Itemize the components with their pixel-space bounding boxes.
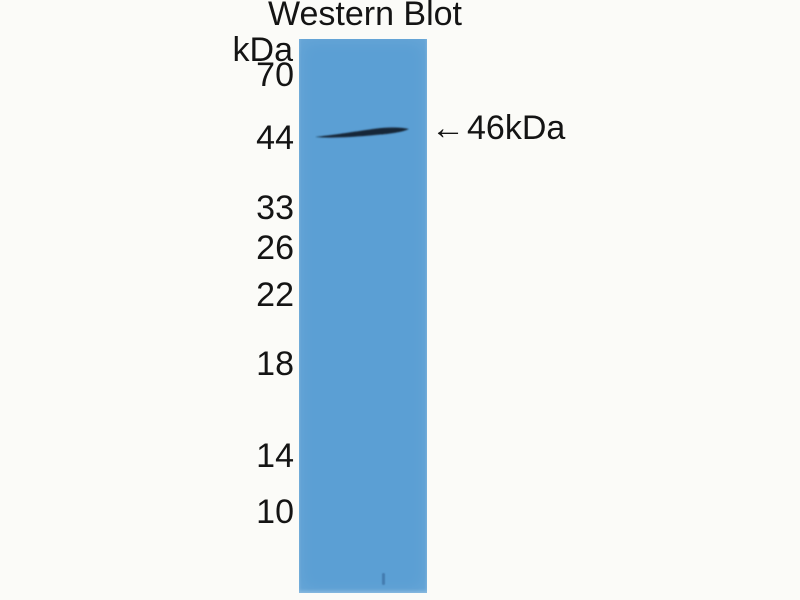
ladder-marker-44: 44 [256,119,294,157]
band-annotation: ← 46kDa [431,111,565,145]
left-arrow-icon: ← [431,109,465,147]
ladder-marker-14: 14 [256,437,294,475]
gel-lane [299,39,427,593]
ladder-marker-33: 33 [256,189,294,227]
ladder-marker-22: 22 [256,276,294,314]
ladder-marker-10: 10 [256,493,294,531]
ladder-marker-70: 70 [256,56,294,94]
ladder-marker-18: 18 [256,345,294,383]
protein-band-path [315,127,409,138]
ladder-marker-26: 26 [256,229,294,267]
lane-artifact-speck [382,573,385,585]
figure-title: Western Blot [268,0,463,33]
band-annotation-label: 46kDa [467,109,566,147]
protein-band [315,127,409,138]
unit-label-kda: kDa [232,31,293,69]
